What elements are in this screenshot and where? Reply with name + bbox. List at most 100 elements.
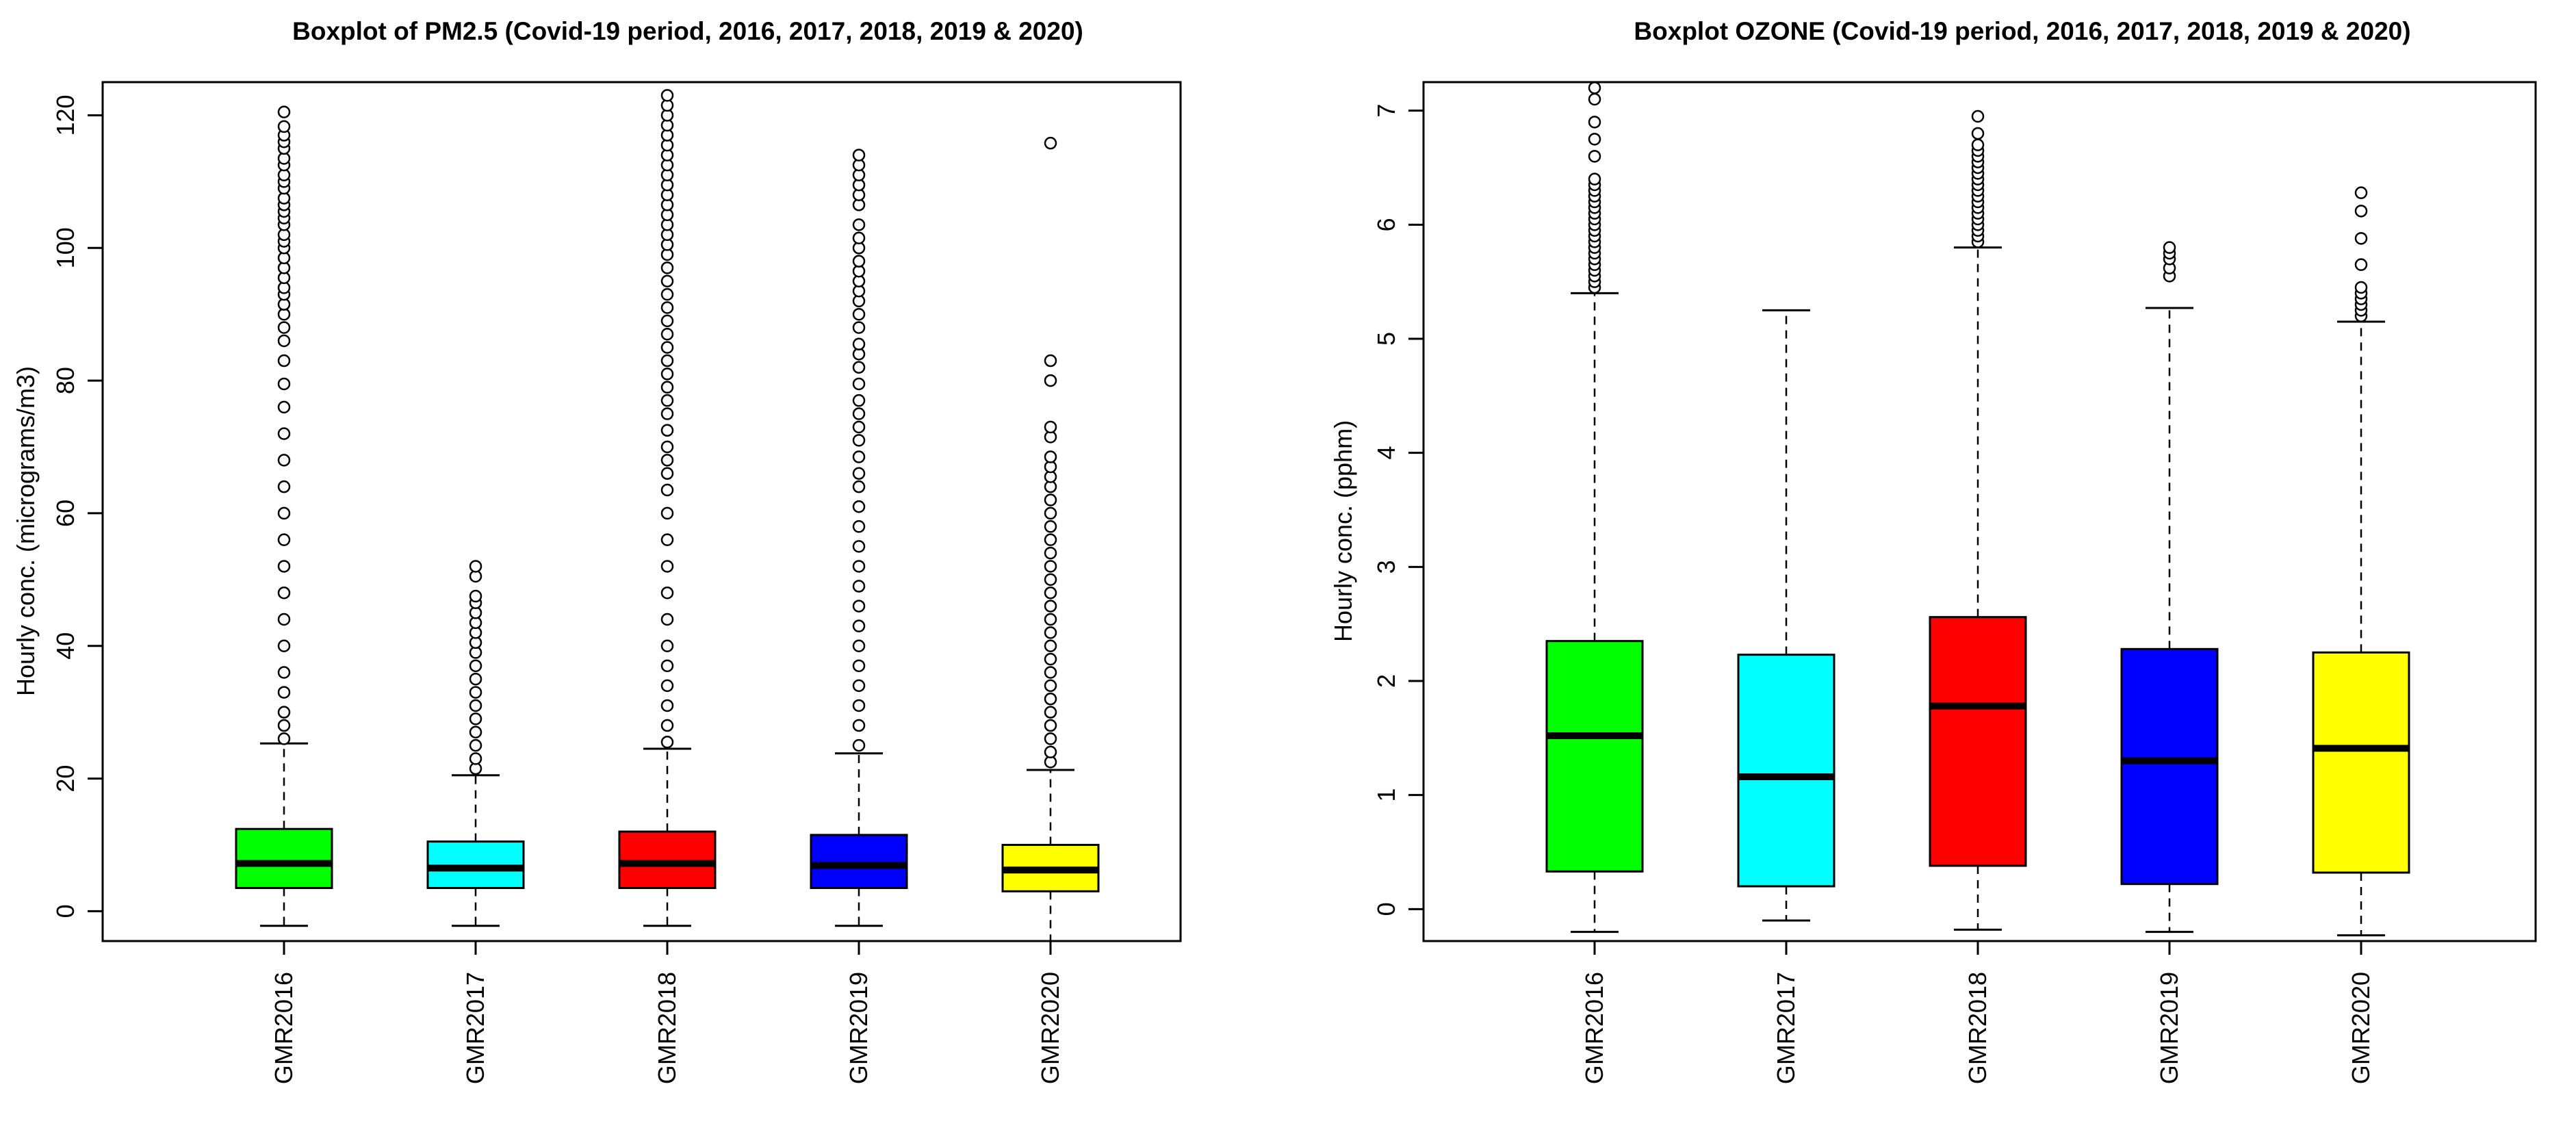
pm25-outlier-point [660, 424, 674, 437]
pm25-outlier-point [660, 301, 674, 314]
pm25-outlier-point [1044, 560, 1057, 573]
ozone-box-gmr2017 [1737, 654, 1836, 888]
pm25-outlier-point [277, 666, 291, 679]
pm25-outlier-point [277, 480, 291, 493]
pm25-outlier-point [277, 719, 291, 732]
pm25-outlier-point [1044, 506, 1057, 520]
pm25-x-tick-label: GMR2020 [1036, 972, 1064, 1084]
ozone-outlier-point [1588, 172, 1601, 185]
ozone-y-tick-label: 0 [1372, 902, 1400, 916]
pm25-outlier-point [277, 506, 291, 520]
pm25-outlier-point [660, 613, 674, 626]
ozone-outlier-point [1971, 127, 1985, 140]
pm25-outlier-point [277, 105, 291, 118]
pm25-outlier-point [660, 560, 674, 573]
pm25-outlier-point [277, 334, 291, 348]
pm25-y-tick-label: 100 [51, 227, 79, 268]
pm25-outlier-point [1044, 573, 1057, 587]
pm25-outlier-point [277, 706, 291, 719]
pm25-box-gmr2016 [235, 827, 333, 889]
ozone-x-tick-label: GMR2016 [1580, 972, 1608, 1084]
pm25-outlier-point [852, 600, 866, 613]
ozone-outlier-point [1588, 133, 1601, 146]
pm25-x-tick-label: GMR2019 [845, 972, 873, 1084]
pm25-outlier-point [277, 377, 291, 391]
pm25-outlier-point [1044, 732, 1057, 745]
pm25-outlier-point [469, 712, 482, 725]
pm25-y-tick-label: 60 [51, 500, 79, 527]
pm25-outlier-point [852, 377, 866, 391]
pm25-outlier-point [1044, 626, 1057, 639]
pm25-outlier-point [1044, 533, 1057, 546]
pm25-outlier-point [660, 736, 674, 749]
pm25-outlier-point [1044, 600, 1057, 613]
pm25-outlier-point [852, 738, 866, 752]
pm25-outlier-point [852, 467, 866, 480]
pm25-y-tick-label: 0 [51, 904, 79, 918]
pm25-outlier-point [660, 483, 674, 497]
pm25-outlier-point [852, 394, 866, 407]
pm25-outlier-point [277, 427, 291, 440]
pm25-outlier-point [660, 639, 674, 652]
ozone-outlier-point [1588, 92, 1601, 106]
pm25-outlier-point [852, 679, 866, 693]
pm25-outlier-point [277, 613, 291, 626]
pm25-outlier-point [1044, 639, 1057, 652]
pm25-outlier-point [852, 500, 866, 513]
pm25-outlier-point [852, 699, 866, 712]
pm25-outlier-point [1044, 586, 1057, 600]
ozone-chart-title: Boxplot OZONE (Covid-19 period, 2016, 20… [1634, 17, 2410, 45]
pm25-outlier-point [1044, 493, 1057, 506]
pm25-outlier-point [1044, 354, 1057, 368]
pm25-outlier-point [852, 231, 866, 244]
pm25-outlier-point [660, 679, 674, 693]
pm25-y-axis-label: Hourly conc. (micrograms/m3) [12, 366, 40, 696]
pm25-boxplot-panel: Boxplot of PM2.5 (Covid-19 period, 2016,… [12, 17, 1182, 1084]
ozone-outlier-point [2354, 205, 2368, 218]
pm25-outlier-point [277, 533, 291, 546]
ozone-outlier-point [2354, 186, 2368, 199]
ozone-x-tick-label: GMR2017 [1772, 972, 1800, 1084]
pm25-x-tick-label: GMR2016 [270, 972, 298, 1084]
pm25-outlier-point [660, 407, 674, 420]
ozone-outlier-point [1971, 110, 1985, 123]
pm25-outlier-point [277, 639, 291, 652]
pm25-outlier-point [277, 732, 291, 745]
pm25-outlier-point [852, 434, 866, 447]
pm25-outlier-point [660, 586, 674, 600]
pm25-outlier-point [1044, 679, 1057, 693]
pm25-outlier-point [852, 321, 866, 334]
pm25-outlier-point [660, 89, 674, 102]
pm25-outlier-point [852, 639, 866, 652]
ozone-box-gmr2016 [1545, 640, 1644, 873]
pm25-outlier-point [469, 686, 482, 699]
pm25-outlier-point [852, 255, 866, 268]
pm25-x-tick-label: GMR2018 [653, 972, 681, 1084]
pm25-outlier-point [660, 368, 674, 381]
pm25-outlier-point [277, 354, 291, 368]
pm25-outlier-point [852, 719, 866, 732]
pm25-outlier-point [852, 450, 866, 463]
ozone-outlier-point [1971, 138, 1985, 151]
pm25-outlier-point [660, 699, 674, 712]
pm25-outlier-point [1044, 520, 1057, 533]
pm25-outlier-point [1044, 374, 1057, 387]
pm25-outlier-point [469, 589, 482, 603]
pm25-outlier-point [1044, 745, 1057, 759]
ozone-outlier-point [2354, 281, 2368, 294]
pm25-outlier-point [660, 440, 674, 454]
pm25-outlier-point [852, 337, 866, 351]
pm25-outlier-point [852, 540, 866, 553]
pm25-outlier-point [852, 149, 866, 162]
ozone-box-gmr2019 [2120, 647, 2219, 886]
pm25-outlier-point [852, 520, 866, 533]
pm25-outlier-point [469, 725, 482, 738]
pm25-outlier-point [469, 699, 482, 712]
pm25-y-tick-label: 120 [51, 94, 79, 136]
pm25-outlier-point [469, 738, 482, 752]
pm25-y-tick-label: 40 [51, 632, 79, 660]
pm25-x-tick-label: GMR2017 [461, 972, 489, 1084]
pm25-outlier-point [1044, 652, 1057, 666]
pm25-outlier-point [852, 480, 866, 493]
